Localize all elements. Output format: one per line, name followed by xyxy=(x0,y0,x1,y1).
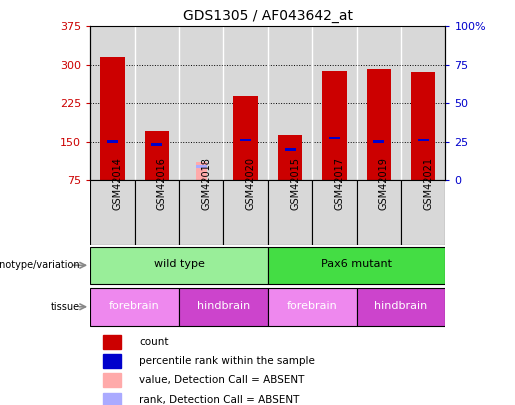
Bar xyxy=(196,162,207,180)
Text: GSM42019: GSM42019 xyxy=(379,157,389,210)
Bar xyxy=(367,69,391,180)
Text: Pax6 mutant: Pax6 mutant xyxy=(321,260,392,269)
Bar xyxy=(356,26,401,180)
Text: forebrain: forebrain xyxy=(287,301,338,311)
Text: percentile rank within the sample: percentile rank within the sample xyxy=(139,356,315,366)
Text: GSM42018: GSM42018 xyxy=(201,157,211,210)
Bar xyxy=(90,247,268,284)
Bar xyxy=(134,26,179,180)
Bar xyxy=(100,57,125,180)
Bar xyxy=(411,72,436,180)
Bar xyxy=(268,26,312,180)
Text: GSM42020: GSM42020 xyxy=(246,157,255,210)
Bar xyxy=(103,393,121,405)
Bar xyxy=(322,71,347,180)
Bar xyxy=(90,288,179,326)
Text: count: count xyxy=(139,337,168,347)
Text: GSM42015: GSM42015 xyxy=(290,157,300,210)
Bar xyxy=(329,137,340,139)
Bar xyxy=(90,26,134,180)
Bar xyxy=(107,141,118,143)
Bar xyxy=(312,180,356,245)
Text: GSM42014: GSM42014 xyxy=(112,157,123,210)
Bar xyxy=(268,288,356,326)
Text: value, Detection Call = ABSENT: value, Detection Call = ABSENT xyxy=(139,375,304,386)
Bar xyxy=(233,96,258,180)
Bar xyxy=(103,373,121,387)
Bar xyxy=(418,139,429,141)
Bar xyxy=(268,180,312,245)
Bar xyxy=(103,335,121,349)
Bar xyxy=(103,354,121,368)
Text: wild type: wild type xyxy=(153,260,204,269)
Bar xyxy=(179,288,268,326)
Bar xyxy=(373,141,384,143)
Bar xyxy=(401,26,445,180)
Text: hindbrain: hindbrain xyxy=(374,301,427,311)
Bar xyxy=(151,143,162,145)
Bar xyxy=(179,180,224,245)
Bar xyxy=(179,26,224,180)
Text: genotype/variation: genotype/variation xyxy=(0,260,80,270)
Bar xyxy=(278,135,302,180)
Bar xyxy=(312,26,356,180)
Bar xyxy=(224,26,268,180)
Bar xyxy=(284,148,296,151)
Bar xyxy=(224,180,268,245)
Bar xyxy=(134,180,179,245)
Text: tissue: tissue xyxy=(50,302,80,312)
Text: forebrain: forebrain xyxy=(109,301,160,311)
Title: GDS1305 / AF043642_at: GDS1305 / AF043642_at xyxy=(183,9,353,23)
Text: GSM42021: GSM42021 xyxy=(423,157,433,210)
Bar xyxy=(196,165,207,168)
Bar xyxy=(356,288,445,326)
Bar xyxy=(145,132,169,180)
Bar xyxy=(90,180,134,245)
Text: GSM42017: GSM42017 xyxy=(334,157,345,210)
Bar xyxy=(268,247,445,284)
Bar xyxy=(401,180,445,245)
Bar xyxy=(240,139,251,141)
Text: GSM42016: GSM42016 xyxy=(157,157,167,210)
Text: hindbrain: hindbrain xyxy=(197,301,250,311)
Text: rank, Detection Call = ABSENT: rank, Detection Call = ABSENT xyxy=(139,394,299,405)
Bar xyxy=(356,180,401,245)
